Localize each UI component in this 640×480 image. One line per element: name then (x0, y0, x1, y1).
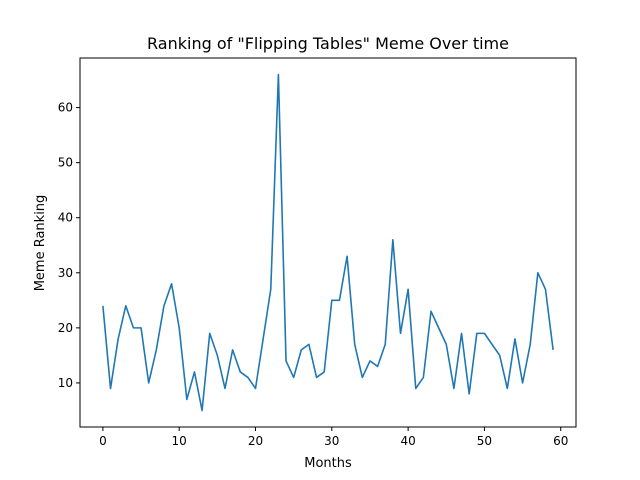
x-tick-label: 50 (477, 434, 492, 448)
y-tick-label: 10 (58, 376, 73, 390)
x-tick-label: 20 (248, 434, 263, 448)
x-tick-label: 40 (400, 434, 415, 448)
x-tick-label: 10 (172, 434, 187, 448)
plot-frame (79, 57, 577, 428)
y-axis-label: Meme Ranking (33, 195, 48, 292)
x-tick-label: 60 (553, 434, 568, 448)
y-tick-label: 50 (58, 156, 73, 170)
series-line-0 (102, 73, 554, 412)
chart-title: Ranking of "Flipping Tables" Meme Over t… (147, 34, 509, 53)
x-tick-label: 30 (324, 434, 339, 448)
y-axis-ticks: 10 20 30 40 50 60 (58, 101, 80, 390)
y-tick-label: 30 (58, 266, 73, 280)
x-axis-ticks: 0 10 20 30 40 50 60 (99, 427, 568, 448)
x-tick-label: 0 (99, 434, 107, 448)
y-tick-label: 20 (58, 321, 73, 335)
y-tick-label: 40 (58, 211, 73, 225)
x-axis-label: Months (304, 456, 352, 471)
plot-layer (102, 73, 554, 412)
y-tick-label: 60 (58, 101, 73, 115)
